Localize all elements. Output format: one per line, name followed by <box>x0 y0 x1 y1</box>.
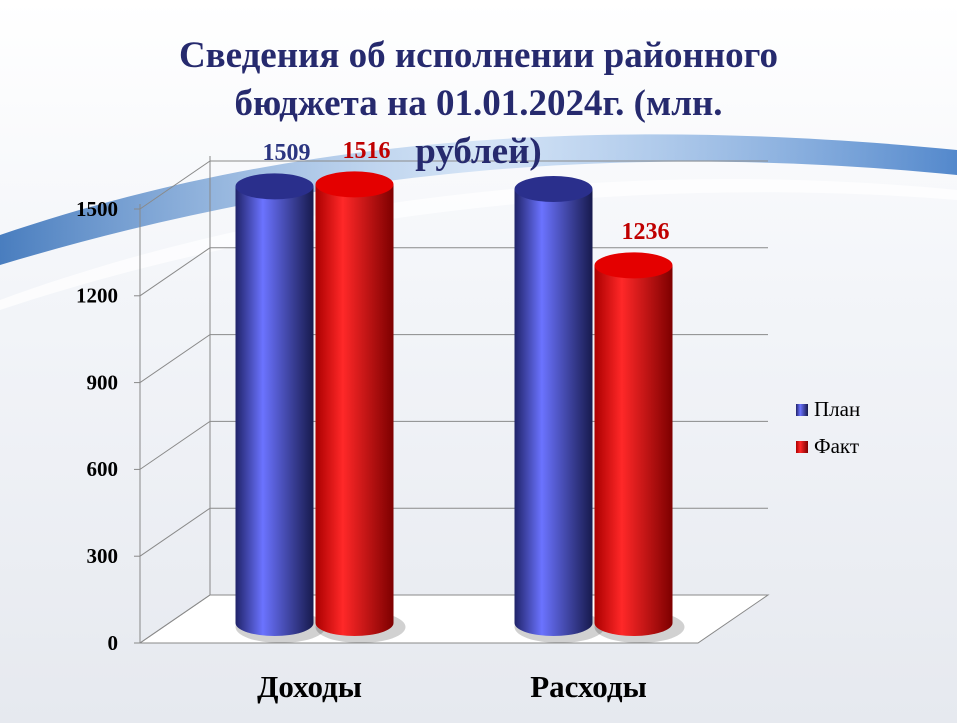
grid-line <box>139 160 768 210</box>
legend-swatch <box>796 404 808 416</box>
bar-body <box>594 265 673 636</box>
bar-body <box>235 186 314 637</box>
grid-line <box>139 507 768 557</box>
legend-label: Факт <box>814 434 859 458</box>
bar <box>514 176 605 643</box>
bar-body <box>315 184 394 637</box>
bar <box>315 171 406 643</box>
data-label: 1516 <box>343 138 391 164</box>
y-tick-label: 600 <box>87 457 119 481</box>
x-tick-label: Расходы <box>530 669 647 704</box>
bar-top <box>514 176 593 202</box>
y-tick-label: 900 <box>87 370 119 394</box>
bar <box>235 173 326 643</box>
legend-swatch <box>796 441 808 453</box>
legend-label: План <box>814 397 860 421</box>
bar-body <box>514 189 593 637</box>
bar-top <box>315 171 394 198</box>
bar-top <box>594 252 673 279</box>
x-tick-label: Доходы <box>257 669 362 704</box>
grid-line <box>139 247 768 297</box>
y-tick-label: 1200 <box>76 284 118 308</box>
y-tick-label: 0 <box>108 631 119 655</box>
grid-line <box>139 420 768 470</box>
chart-title: Сведения об исполнении районного бюджета… <box>178 35 779 172</box>
swoosh <box>0 179 957 310</box>
y-tick-label: 300 <box>87 544 119 568</box>
data-label: 1509 <box>263 140 311 166</box>
y-tick-label: 1500 <box>76 197 118 221</box>
grid-line <box>139 334 768 384</box>
bar <box>594 252 685 643</box>
data-label: 1236 <box>622 219 670 245</box>
bar-top <box>235 173 314 200</box>
